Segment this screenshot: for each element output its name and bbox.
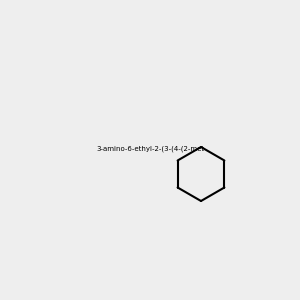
Text: 3-amino-6-ethyl-2-(3-(4-(2-met: 3-amino-6-ethyl-2-(3-(4-(2-met — [96, 145, 204, 152]
